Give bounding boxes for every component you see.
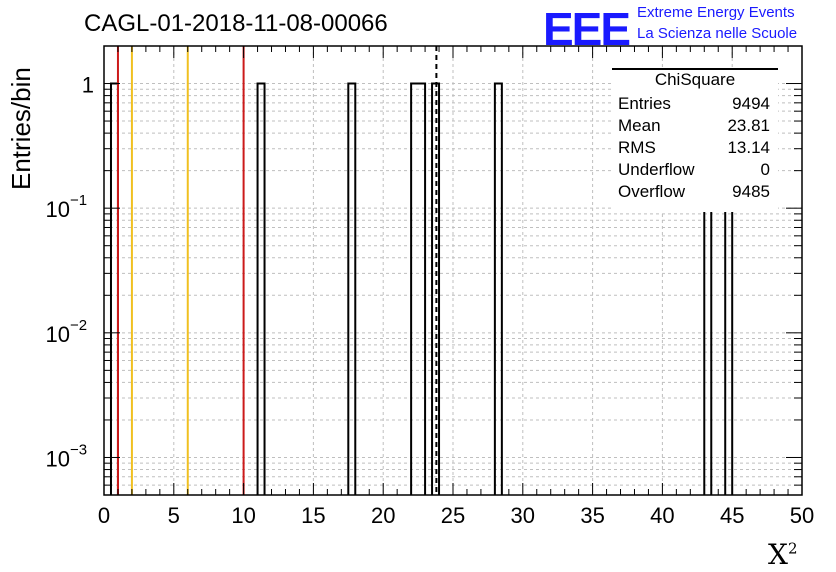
x-axis-label: X2 (768, 538, 797, 571)
logo-line-2: La Scienza nelle Scuole (637, 25, 798, 42)
stats-value: 0 (760, 160, 770, 179)
stats-label: Entries (618, 94, 671, 113)
stats-label: RMS (618, 138, 656, 157)
stats-label: Underflow (618, 160, 695, 179)
y-tick-label-exponent: −2 (70, 317, 87, 334)
x-tick-label: 5 (168, 503, 180, 528)
x-tick-label: 15 (301, 503, 325, 528)
stats-value: 13.14 (727, 138, 770, 157)
stats-label: Mean (618, 116, 661, 135)
y-tick-label: 10 (46, 446, 70, 471)
stats-row-entries: Entries 9494 (618, 94, 770, 116)
x-tick-label: 10 (231, 503, 255, 528)
x-tick-label: 35 (580, 503, 604, 528)
histogram-bin (410, 82, 427, 495)
x-tick-label: 25 (441, 503, 465, 528)
plot-title: CAGL-01-2018-11-08-00066 (84, 10, 388, 37)
y-tick-label-exponent: −1 (70, 192, 87, 209)
x-tick-label: 40 (650, 503, 674, 528)
histogram-bin (256, 82, 266, 495)
y-tick-label: 10 (46, 197, 70, 222)
stats-title: ChiSquare (654, 70, 736, 89)
logo-line-1: Extreme Energy Events (637, 4, 795, 21)
x-tick-label: 0 (98, 503, 110, 528)
x-tick-label: 45 (720, 503, 744, 528)
eee-logo: EEE (543, 3, 631, 55)
stats-row-rms: RMS 13.14 (618, 138, 770, 160)
stats-row-mean: Mean 23.81 (618, 116, 770, 138)
x-axis-label-base: X (768, 538, 788, 571)
stats-row-underflow: Underflow 0 (618, 160, 770, 182)
stats-value: 9494 (732, 94, 770, 113)
stats-row-overflow: Overflow 9485 (618, 182, 770, 204)
histogram-bin (109, 82, 119, 495)
y-tick-label: 10 (46, 322, 70, 347)
histogram-bin (347, 82, 357, 495)
x-tick-label: 50 (790, 503, 814, 528)
x-tick-label: 30 (511, 503, 535, 528)
x-axis-label-superscript: 2 (787, 539, 798, 558)
stats-value: 9485 (732, 182, 770, 201)
stats-label: Overflow (618, 182, 686, 201)
y-tick-label-exponent: −3 (70, 441, 87, 458)
y-axis-label: Entries/bin (6, 67, 36, 190)
histogram-bin (493, 82, 503, 495)
x-tick-label: 20 (371, 503, 395, 528)
stats-value: 23.81 (727, 116, 770, 135)
y-tick-label: 1 (82, 73, 94, 98)
stats-box: ChiSquare Entries 9494 Mean 23.81 RMS 13… (612, 68, 778, 212)
